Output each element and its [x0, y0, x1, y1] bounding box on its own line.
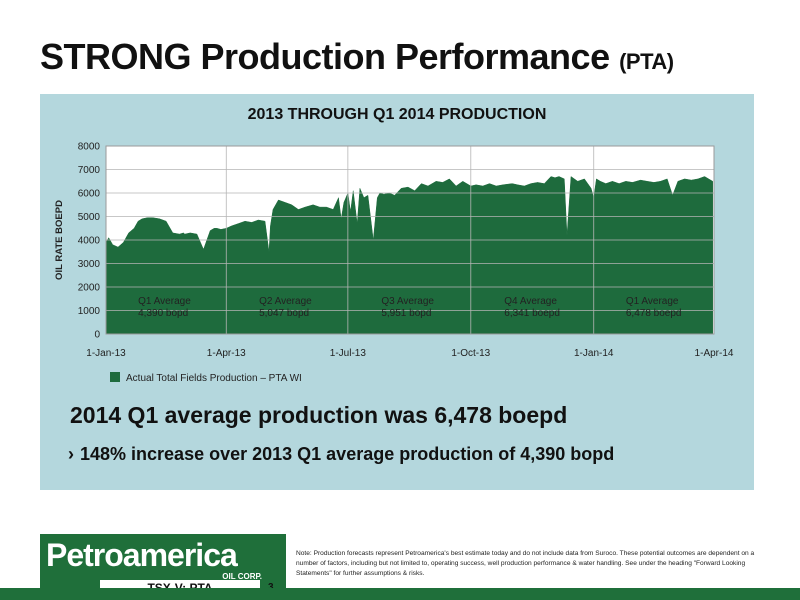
bullet-text: 148% increase over 2013 Q1 average produ… [80, 444, 615, 464]
y-tick-label: 6000 [78, 189, 101, 200]
plot-border [105, 145, 715, 335]
production-chart: 0 1000 2000 3000 4000 5000 6000 7000 8000 1-Jan-1… [54, 142, 734, 385]
headline: 2014 Q1 average production was 6,478 boe… [70, 402, 568, 428]
annotation-value: 6,341 boepd [504, 308, 560, 319]
x-tick-label: 1-Apr-13 [207, 348, 246, 359]
y-axis-label: OIL RATE BOEPD [54, 200, 65, 280]
x-tick-label: 1-Jan-14 [574, 348, 614, 359]
y-tick-label: 2000 [78, 283, 101, 294]
slide-title-suffix: (PTA) [619, 49, 674, 74]
x-tick-label: 1-Oct-13 [451, 348, 490, 359]
y-tick-label: 3000 [78, 259, 101, 270]
slide-title: STRONG Production Performance (PTA) [40, 36, 674, 78]
legend-label: Actual Total Fields Production – PTA WI [126, 373, 302, 384]
y-tick-label: 4000 [78, 236, 101, 247]
chevron-right-icon: › [68, 444, 74, 464]
x-tick-label: 1-Apr-14 [695, 348, 734, 359]
annotation-label: Q1 Average [138, 296, 191, 307]
company-logo: Petroamerica OIL CORP. TSX-V: PTA [40, 534, 286, 596]
y-tick-label: 7000 [78, 165, 101, 176]
annotation-value: 4,390 bopd [138, 308, 188, 319]
chart-panel: 2013 THROUGH Q1 2014 PRODUCTION 0 1000 200… [40, 94, 754, 490]
annotation-value: 6,478 boepd [626, 308, 682, 319]
x-tick-label: 1-Jul-13 [330, 348, 367, 359]
y-tick-label: 5000 [78, 212, 101, 223]
y-tick-label: 8000 [78, 142, 101, 153]
annotation-value: 5,047 bopd [259, 308, 309, 319]
legend-swatch [110, 372, 120, 382]
annotation-label: Q3 Average [381, 296, 434, 307]
slide-number: 3 [268, 582, 274, 593]
footnote: Note: Production forecasts represent Pet… [296, 550, 755, 577]
bottom-bar [0, 588, 800, 600]
bullet-point: › 148% increase over 2013 Q1 average prod… [68, 444, 614, 465]
logo-subtitle: OIL CORP. [222, 572, 262, 581]
y-tick-label: 0 [94, 330, 100, 341]
logo-name: Petroamerica [46, 537, 238, 573]
chart-title: 2013 THROUGH Q1 2014 PRODUCTION [247, 106, 547, 123]
slide-title-text: STRONG Production Performance [40, 36, 610, 77]
annotation-label: Q2 Average [259, 296, 312, 307]
x-tick-label: 1-Jan-13 [86, 348, 126, 359]
annotation-value: 5,951 bopd [381, 308, 431, 319]
annotation-label: Q1 Average [626, 296, 679, 307]
annotation-label: Q4 Average [504, 296, 557, 307]
y-tick-label: 1000 [78, 306, 101, 317]
